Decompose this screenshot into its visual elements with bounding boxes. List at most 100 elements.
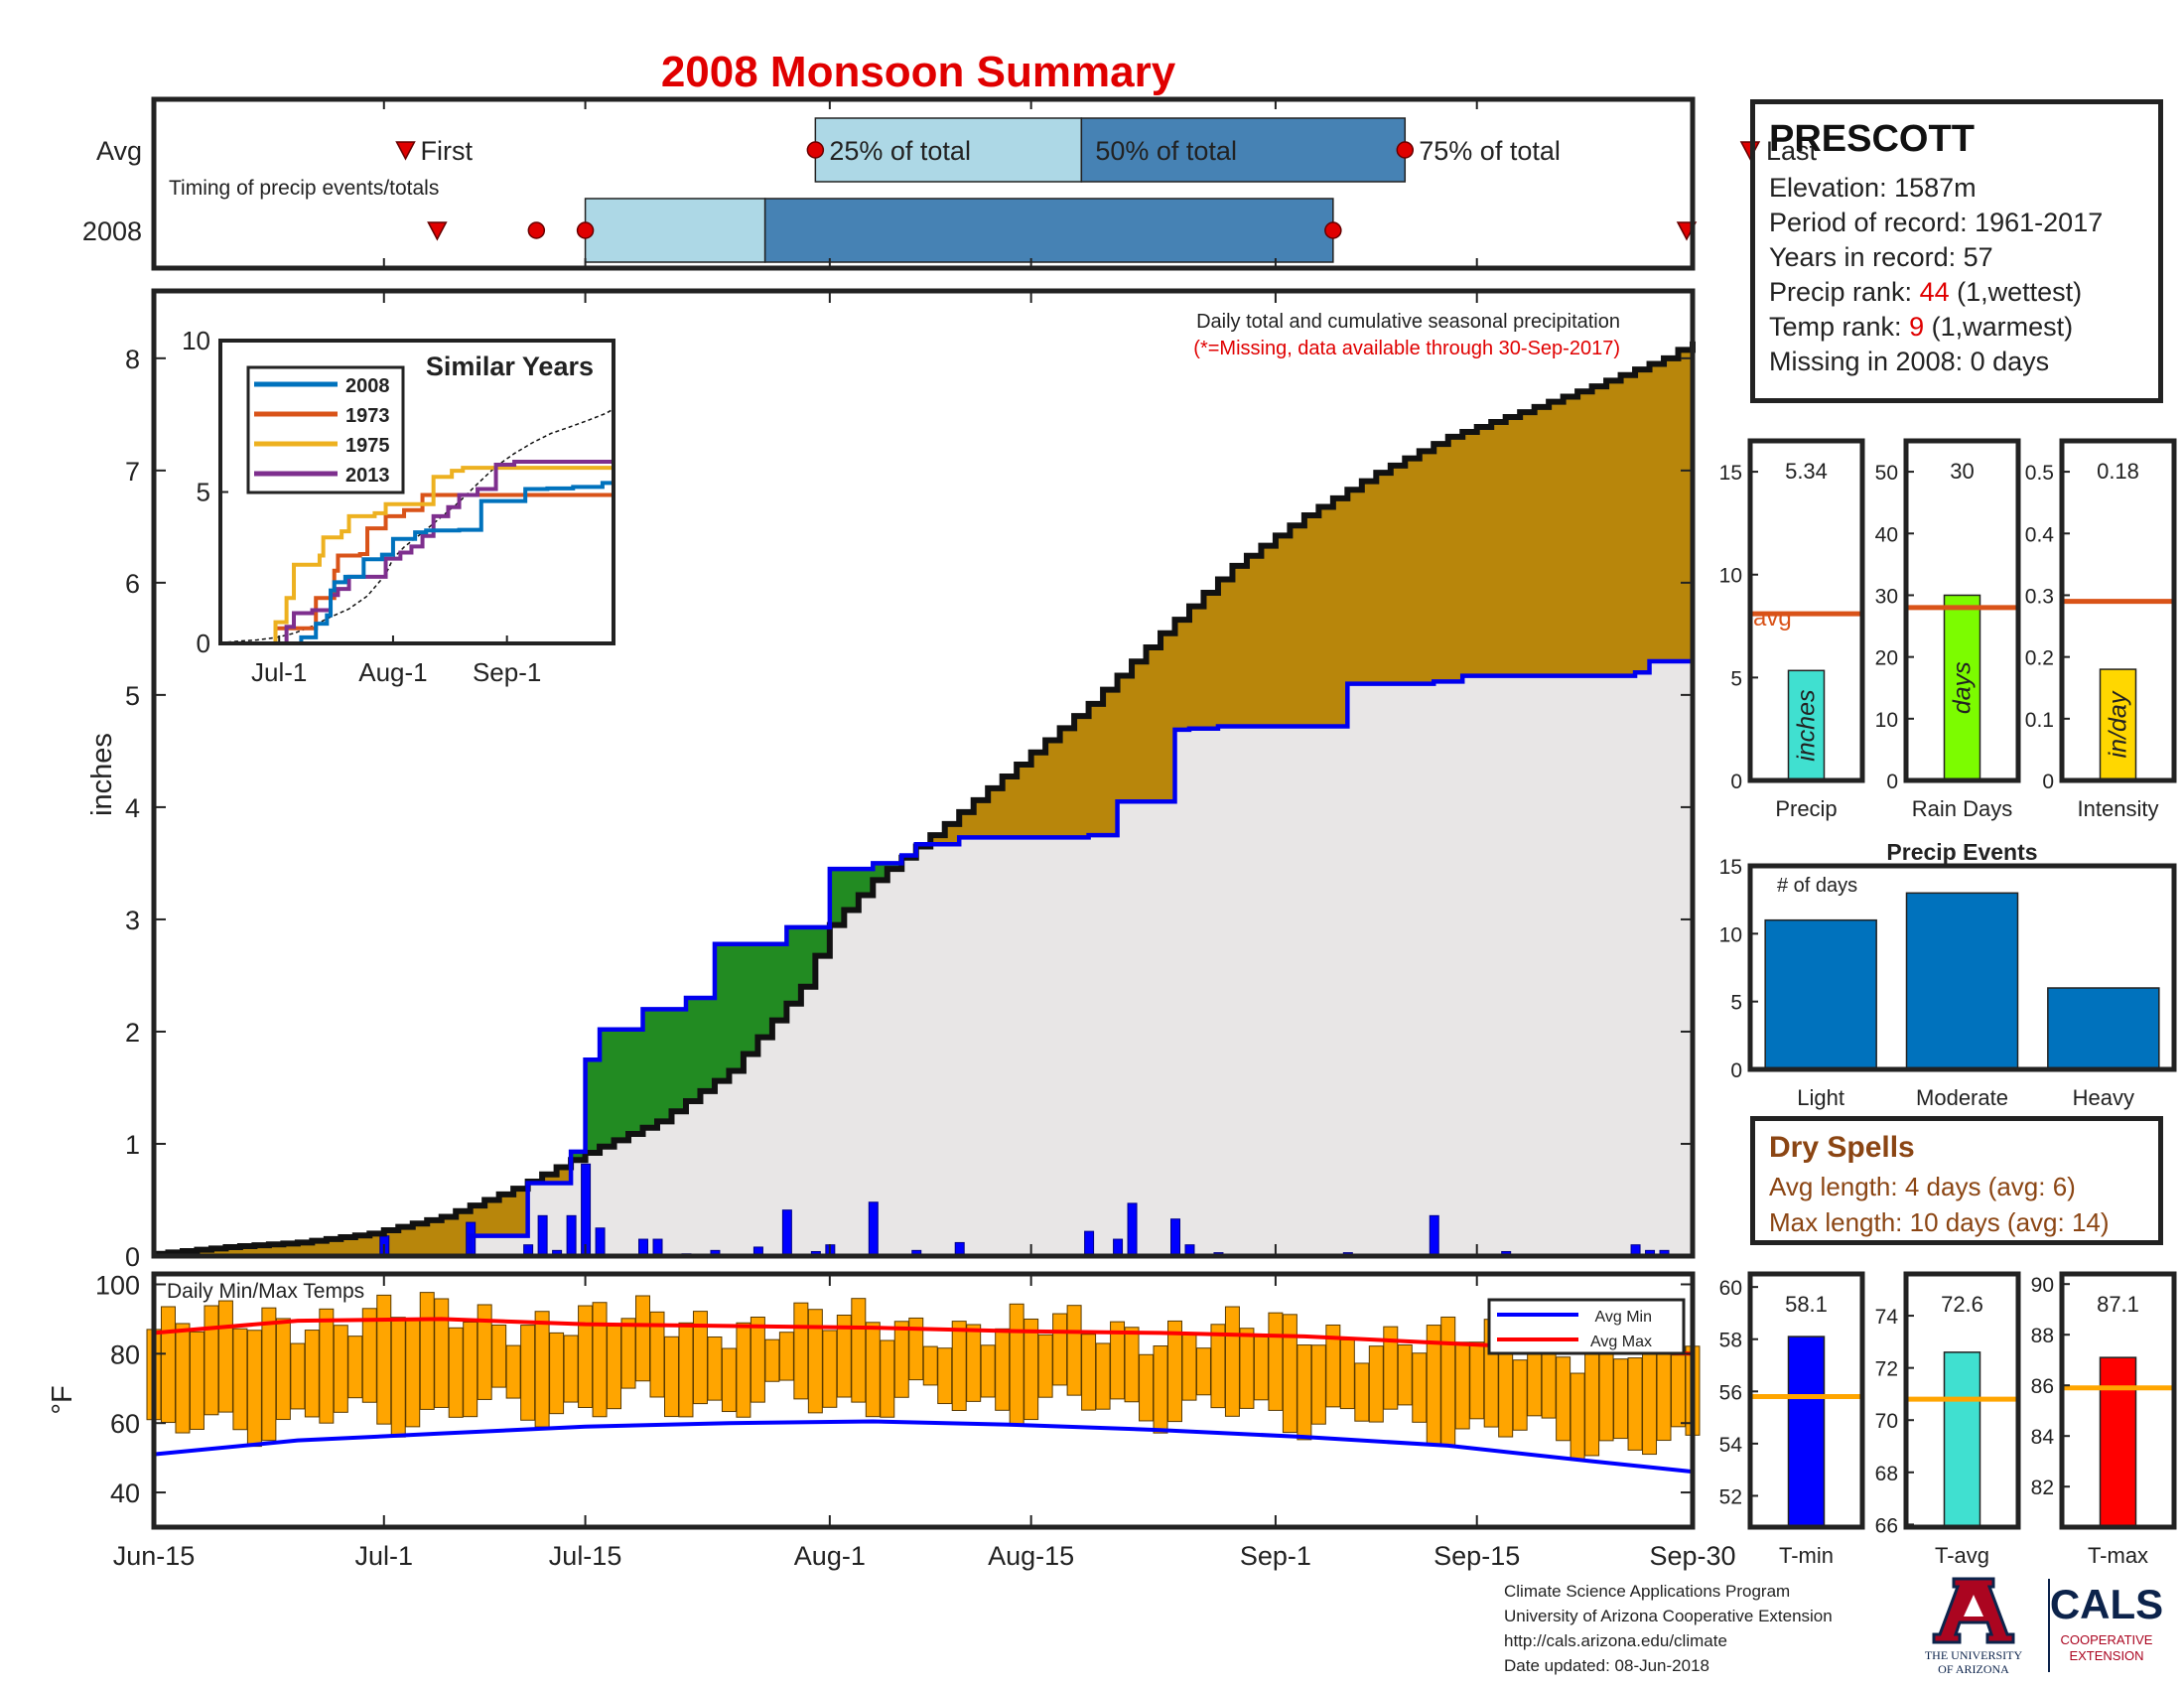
y-tick-label: 0 bbox=[125, 1242, 140, 1272]
intensity-unit-label: in/day bbox=[2105, 690, 2132, 758]
temp-y-tick-label: 40 bbox=[110, 1478, 140, 1508]
inset-y-tick-label: 5 bbox=[197, 478, 210, 507]
inset-legend-label: 2008 bbox=[345, 375, 390, 397]
main-plot-frame bbox=[151, 288, 1696, 1259]
raindays-unit-label: days bbox=[1949, 661, 1977, 714]
daily-temp-bar bbox=[1671, 1354, 1687, 1428]
daily-temp-bar bbox=[563, 1335, 579, 1403]
intensity-x-label: Intensity bbox=[2078, 796, 2159, 821]
timing-75-label: 75% of total bbox=[1419, 136, 1561, 166]
tmax-tick-label: 88 bbox=[2031, 1325, 2054, 1347]
daily-temp-bar bbox=[620, 1318, 636, 1389]
tmin-bar bbox=[1787, 1336, 1826, 1528]
daily-temp-bar bbox=[1124, 1327, 1140, 1403]
inset-x-tick-label: Aug-1 bbox=[358, 657, 427, 687]
daily-temp-bar bbox=[1368, 1345, 1384, 1423]
x-tick-label: Jul-1 bbox=[355, 1541, 414, 1571]
daily-temp-bar bbox=[1195, 1347, 1211, 1396]
precip-unit-label: inches bbox=[1793, 690, 1821, 762]
raindays-tick-label: 40 bbox=[1875, 523, 1898, 546]
y-tick-label: 6 bbox=[125, 569, 140, 599]
precip-tick-label: 15 bbox=[1719, 462, 1742, 485]
daily-temp-bar bbox=[836, 1314, 852, 1398]
daily-temp-bar bbox=[822, 1330, 838, 1408]
timing-first-label: First bbox=[421, 136, 474, 166]
daily-temp-bar bbox=[232, 1328, 248, 1431]
daily-temp-bar bbox=[1110, 1321, 1126, 1400]
credits-block: Climate Science Applications Program Uni… bbox=[1504, 1579, 1833, 1678]
cals-logo: CALS COOPERATIVE EXTENSION bbox=[2045, 1577, 2164, 1676]
daily-temp-bar bbox=[635, 1295, 651, 1382]
daily-temp-bar bbox=[1009, 1303, 1024, 1426]
daily-temp-bar bbox=[880, 1339, 895, 1418]
daily-temp-bar bbox=[1210, 1324, 1226, 1409]
events-note: # of days bbox=[1777, 875, 1857, 897]
daily-temp-bar bbox=[1181, 1332, 1197, 1401]
daily-temp-bar bbox=[1239, 1328, 1255, 1409]
daily-precip-bar bbox=[1113, 1238, 1124, 1257]
timing-row-label: Avg bbox=[96, 136, 142, 166]
avg-50-75-box bbox=[1080, 117, 1407, 183]
y2008-first-marker bbox=[427, 221, 448, 241]
precip-value-label: 5.34 bbox=[1785, 459, 1828, 484]
timing-25-label: 25% of total bbox=[829, 136, 971, 166]
events-tick-label: 0 bbox=[1730, 1059, 1742, 1082]
timing-last-label: Last bbox=[1766, 136, 1818, 166]
timing-frame bbox=[151, 96, 1696, 271]
x-tick-label: Sep-30 bbox=[1649, 1541, 1735, 1571]
x-tick-label: Jul-15 bbox=[549, 1541, 622, 1571]
daily-precip-bar bbox=[1429, 1214, 1439, 1257]
daily-temp-bar bbox=[736, 1322, 751, 1418]
tavg-tick-label: 72 bbox=[1875, 1358, 1898, 1381]
daily-temp-bar bbox=[1052, 1313, 1068, 1386]
inset-series-1975 bbox=[220, 466, 614, 645]
credit-date: Date updated: 08-Jun-2018 bbox=[1504, 1656, 1709, 1675]
daily-temp-bar bbox=[678, 1322, 694, 1418]
daily-temp-bar bbox=[175, 1323, 191, 1434]
university-of-arizona-logo: THE UNIVERSITY OF ARIZONA bbox=[1918, 1577, 2029, 1676]
station-info-box: PRESCOTT Elevation: 1587m Period of reco… bbox=[1750, 99, 2163, 403]
daily-temp-bar bbox=[1383, 1326, 1399, 1410]
temp-y-tick-label: 100 bbox=[95, 1270, 140, 1300]
station-name: PRESCOTT bbox=[1769, 118, 1975, 160]
daily-temp-bar bbox=[275, 1318, 291, 1421]
intensity-tick-label: 0.5 bbox=[2025, 462, 2054, 485]
daily-temp-bar bbox=[1095, 1342, 1111, 1410]
tmax-tick-label: 86 bbox=[2031, 1375, 2054, 1398]
daily-temp-bar bbox=[1037, 1334, 1053, 1398]
credit-line: University of Arizona Cooperative Extens… bbox=[1504, 1607, 1833, 1625]
timing-subtitle: Timing of precip events/totals bbox=[169, 177, 439, 200]
daily-temp-bar bbox=[160, 1306, 176, 1424]
daily-temp-bar bbox=[405, 1318, 421, 1428]
y-tick-label: 1 bbox=[125, 1130, 140, 1160]
dry-spells-box: Dry Spells Avg length: 4 days (avg: 6) M… bbox=[1750, 1116, 2163, 1245]
tmin-x-label: T-min bbox=[1779, 1543, 1834, 1568]
events-tick-label: 15 bbox=[1719, 856, 1742, 879]
events-tick-label: 5 bbox=[1730, 992, 1742, 1015]
daily-temp-bar bbox=[592, 1302, 608, 1418]
avg-min-temp-line bbox=[153, 1419, 1694, 1475]
tavg-value-label: 72.6 bbox=[1941, 1292, 1983, 1317]
raindays-tick-label: 50 bbox=[1875, 462, 1898, 485]
daily-precip-bar bbox=[566, 1214, 577, 1257]
daily-precip-bar bbox=[1127, 1202, 1138, 1257]
daily-temp-bar bbox=[448, 1327, 464, 1418]
events-tick-label: 10 bbox=[1719, 923, 1742, 946]
ua-a-icon bbox=[1932, 1577, 2015, 1644]
temp-rank-label: Temp rank: bbox=[1769, 312, 1910, 342]
precip-frame bbox=[1747, 438, 1865, 783]
y2008-50-75-box bbox=[763, 198, 1334, 263]
avg-first-marker bbox=[395, 141, 416, 161]
timing-50-label: 50% of total bbox=[1095, 136, 1237, 166]
daily-temp-bar bbox=[778, 1332, 794, 1381]
tavg-tick-label: 74 bbox=[1875, 1306, 1899, 1329]
daily-temp-bar bbox=[1412, 1352, 1428, 1423]
avg-25-marker bbox=[806, 141, 825, 159]
temp-plot-frame bbox=[151, 1271, 1696, 1530]
y-tick-label: 3 bbox=[125, 906, 140, 935]
raindays-value-label: 30 bbox=[1950, 459, 1974, 484]
tmin-frame bbox=[1747, 1271, 1865, 1530]
y2008-75-marker bbox=[1324, 221, 1342, 239]
x-tick-label: Sep-1 bbox=[1240, 1541, 1311, 1571]
